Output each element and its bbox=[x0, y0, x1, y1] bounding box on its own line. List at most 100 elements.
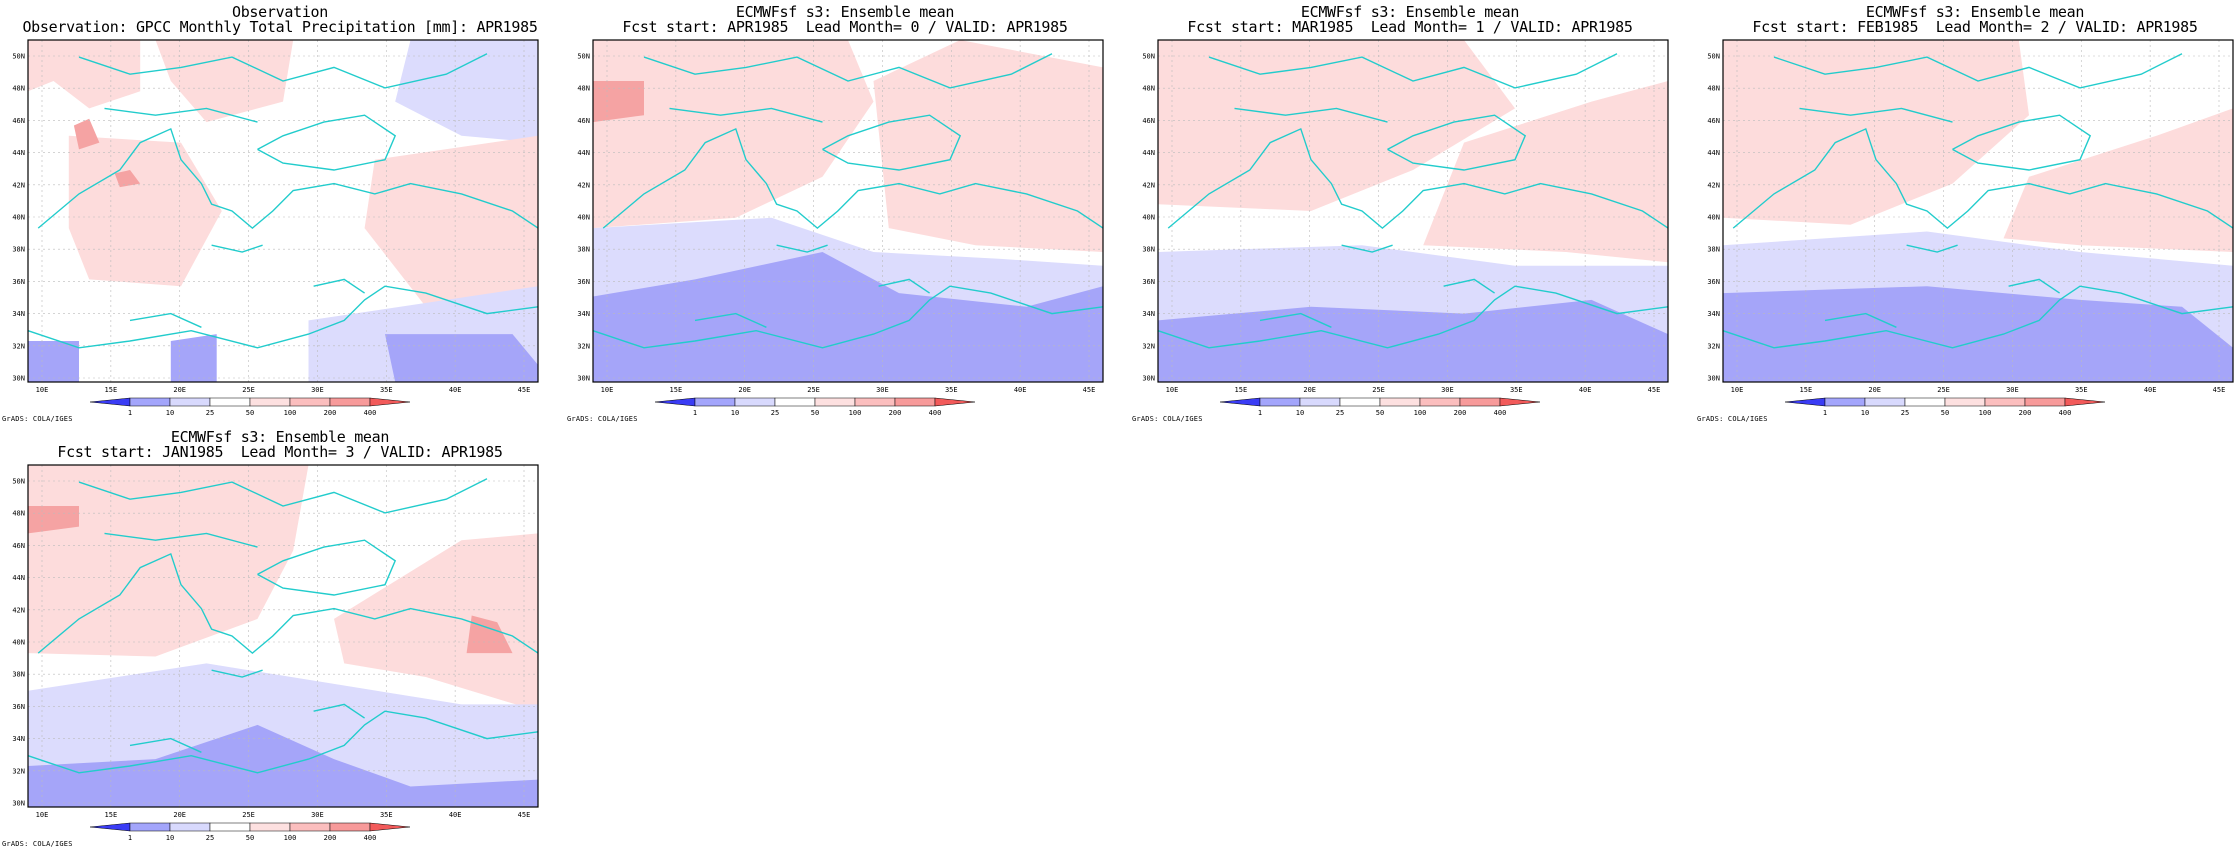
grads-credit: GrADS: COLA/IGES bbox=[1697, 415, 1768, 423]
panel-title-line1: ECMWFsf s3: Ensemble mean bbox=[1865, 3, 2085, 21]
colorbar-segment bbox=[1339, 397, 1381, 407]
panel-title-line1: ECMWFsf s3: Ensemble mean bbox=[1300, 3, 1520, 21]
lon-tick-label: 40E bbox=[1014, 386, 1027, 394]
colorbar-tick-label: 100 bbox=[284, 834, 297, 842]
grads-credit: GrADS: COLA/IGES bbox=[567, 415, 638, 423]
lon-tick-label: 10E bbox=[1166, 386, 1179, 394]
plot-frame bbox=[1157, 39, 1669, 383]
lon-tick-label: 25E bbox=[807, 386, 820, 394]
coastline bbox=[1387, 114, 1527, 171]
map-panel-lead1: 10E 15E 20E 25E 30E 35E 40E 45E 30N 32N 34N 36N 38N 4… bbox=[1130, 0, 1690, 425]
coastline bbox=[776, 244, 828, 253]
colorbar-tick-label: 100 bbox=[1414, 409, 1427, 417]
panel-title-line2: Observation: GPCC Monthly Total Precipit… bbox=[22, 18, 538, 36]
lat-tick-label: 32N bbox=[1707, 342, 1720, 350]
colorbar-segment bbox=[209, 822, 251, 832]
lat-tick-label: 30N bbox=[577, 375, 590, 383]
precip-shading bbox=[873, 40, 1103, 252]
lon-tick-label: 25E bbox=[1372, 386, 1385, 394]
plot-frame bbox=[592, 39, 1104, 383]
lon-tick-label: 25E bbox=[242, 811, 255, 819]
lat-tick-label: 38N bbox=[12, 246, 25, 254]
lat-tick-label: 42N bbox=[577, 181, 590, 189]
precip-shading bbox=[2003, 108, 2233, 253]
lat-tick-label: 30N bbox=[1142, 375, 1155, 383]
colorbar-tick-label: 10 bbox=[166, 409, 174, 417]
coastline bbox=[257, 114, 397, 171]
precip-shading bbox=[155, 40, 294, 123]
lat-tick-label: 48N bbox=[1707, 85, 1720, 93]
colorbar-tick-label: 25 bbox=[206, 834, 214, 842]
precip-shading bbox=[593, 252, 1103, 382]
lat-tick-label: 36N bbox=[577, 278, 590, 286]
map-figure: 10E 15E 20E 25E 30E 35E 40E 45E 30N 32N 34N 36N 38N 4… bbox=[12, 39, 539, 417]
colorbar-arrow-high bbox=[1499, 397, 1541, 407]
coastline bbox=[1157, 285, 1669, 349]
lat-tick-label: 50N bbox=[1707, 53, 1720, 61]
colorbar-tick-label: 100 bbox=[849, 409, 862, 417]
lat-tick-label: 30N bbox=[12, 800, 25, 808]
coastline bbox=[1732, 127, 2234, 230]
colorbar-tick-label: 400 bbox=[364, 409, 377, 417]
lat-tick-label: 48N bbox=[12, 85, 25, 93]
map-panel-lead0: 10E 15E 20E 25E 30E 35E 40E 45E 30N 32N 34N 36N 38N 4… bbox=[565, 0, 1125, 425]
coastline bbox=[211, 244, 263, 253]
lon-tick-label: 30E bbox=[876, 386, 889, 394]
colorbar-segment bbox=[1459, 397, 1501, 407]
lon-tick-label: 30E bbox=[1441, 386, 1454, 394]
lat-tick-label: 42N bbox=[1707, 181, 1720, 189]
lat-tick-label: 50N bbox=[1142, 53, 1155, 61]
map-panel-lead3: 10E 15E 20E 25E 30E 35E 40E 45E 30N 32N 34N 36N 38N 4… bbox=[0, 425, 560, 850]
colorbar-arrow-high bbox=[369, 397, 411, 407]
colorbar-segment bbox=[1944, 397, 1986, 407]
colorbar-tick-label: 10 bbox=[1861, 409, 1869, 417]
colorbar-segment bbox=[774, 397, 816, 407]
lon-tick-label: 40E bbox=[449, 386, 462, 394]
plot-frame bbox=[27, 464, 539, 808]
colorbar-tick-label: 25 bbox=[771, 409, 779, 417]
colorbar-arrow-low bbox=[654, 397, 696, 407]
coastline bbox=[1773, 53, 2183, 89]
lat-tick-label: 44N bbox=[1142, 149, 1155, 157]
lat-tick-label: 36N bbox=[12, 703, 25, 711]
coastline bbox=[313, 278, 365, 294]
lon-tick-label: 35E bbox=[945, 386, 958, 394]
colorbar-arrow-high bbox=[934, 397, 976, 407]
colorbar-segment bbox=[1864, 397, 1906, 407]
lat-tick-label: 32N bbox=[577, 342, 590, 350]
coastline bbox=[313, 703, 365, 719]
lon-tick-label: 25E bbox=[242, 386, 255, 394]
precip-shading bbox=[68, 135, 222, 287]
grads-credit: GrADS: COLA/IGES bbox=[2, 415, 73, 423]
coastline bbox=[211, 669, 263, 678]
coastline bbox=[1259, 312, 1332, 328]
colorbar-segment bbox=[734, 397, 776, 407]
lon-tick-label: 10E bbox=[1731, 386, 1744, 394]
colorbar-tick-label: 200 bbox=[324, 834, 337, 842]
panel-title-line2: Fcst start: APR1985 Lead Month= 0 / VALI… bbox=[622, 18, 1068, 36]
colorbar-segment bbox=[1984, 397, 2026, 407]
lat-tick-label: 36N bbox=[12, 278, 25, 286]
precip-shading bbox=[1158, 40, 1515, 211]
colorbar-segment bbox=[1259, 397, 1301, 407]
map-panel-lead2: 10E 15E 20E 25E 30E 35E 40E 45E 30N 32N 34N 36N 38N 4… bbox=[1695, 0, 2240, 425]
lat-tick-label: 32N bbox=[12, 342, 25, 350]
colorbar-tick-label: 1 bbox=[1258, 409, 1262, 417]
colorbar-tick-label: 100 bbox=[1979, 409, 1992, 417]
coastline bbox=[592, 285, 1104, 349]
plot-frame bbox=[27, 39, 539, 383]
lat-tick-label: 44N bbox=[12, 574, 25, 582]
lon-tick-label: 10E bbox=[36, 386, 49, 394]
lon-tick-label: 45E bbox=[1648, 386, 1661, 394]
lat-tick-label: 44N bbox=[577, 149, 590, 157]
colorbar-tick-label: 1 bbox=[128, 409, 132, 417]
colorbar-segment bbox=[289, 397, 331, 407]
lat-tick-label: 46N bbox=[12, 542, 25, 550]
lon-tick-label: 10E bbox=[36, 811, 49, 819]
lat-tick-label: 36N bbox=[1707, 278, 1720, 286]
coastline bbox=[78, 53, 488, 89]
lat-tick-label: 40N bbox=[577, 214, 590, 222]
colorbar-tick-label: 50 bbox=[246, 834, 254, 842]
colorbar-tick-label: 1 bbox=[693, 409, 697, 417]
coastline bbox=[1722, 285, 2234, 349]
